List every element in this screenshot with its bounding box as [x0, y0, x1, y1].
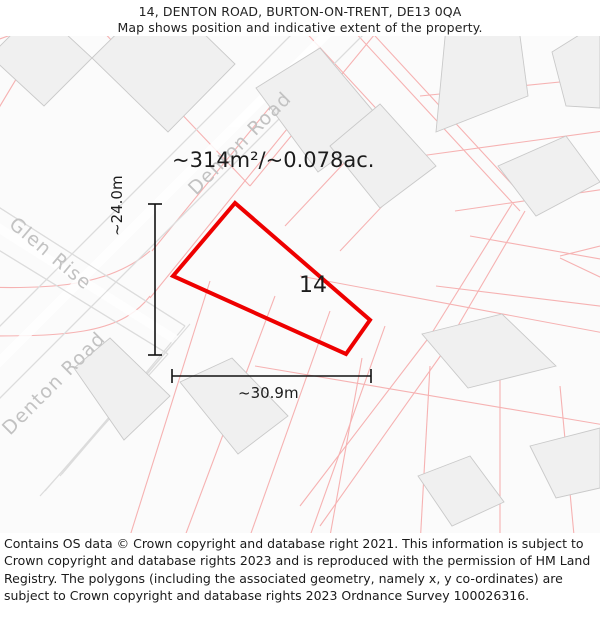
dimension-bars [148, 203, 372, 383]
copyright-footer: Contains OS data © Crown copyright and d… [0, 535, 600, 605]
property-boundary-polygon[interactable] [169, 200, 373, 357]
height-dimension-label: ~24.0m [108, 175, 126, 236]
page-header: 14, DENTON ROAD, BURTON-ON-TRENT, DE13 0… [0, 0, 600, 36]
buildings [0, 36, 600, 527]
page-subtitle: Map shows position and indicative extent… [117, 20, 483, 35]
copyright-text: Contains OS data © Crown copyright and d… [4, 536, 591, 604]
page-title: 14, DENTON ROAD, BURTON-ON-TRENT, DE13 0… [138, 4, 462, 19]
road-fills [0, 36, 332, 368]
area-label: ~314m²/~0.078ac. [172, 148, 375, 172]
width-dimension-label: ~30.9m [238, 384, 299, 402]
property-map[interactable]: Denton Road Glen Rise Denton Road ~314m²… [0, 36, 600, 533]
map-canvas: Denton Road Glen Rise Denton Road [0, 36, 600, 533]
plot-number-label: 14 [299, 273, 327, 298]
